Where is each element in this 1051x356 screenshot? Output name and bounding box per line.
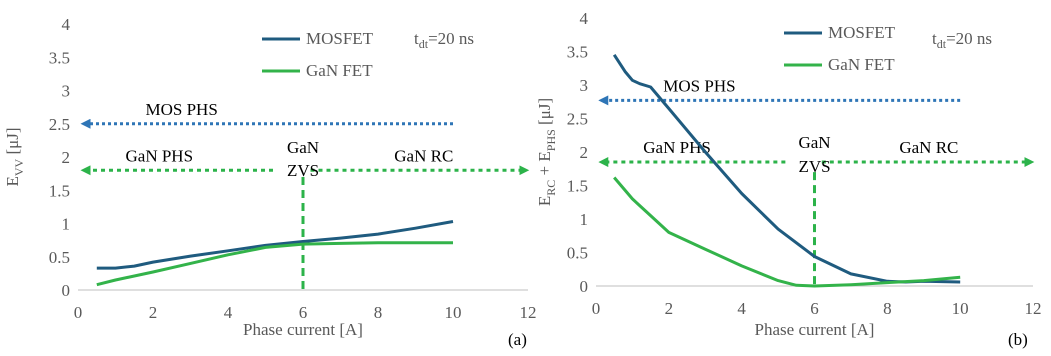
y-tick-label: 4 <box>62 15 71 34</box>
x-tick-label: 10 <box>445 303 462 322</box>
annotation-label: GaN RC <box>899 138 958 157</box>
condition-rest: =20 ns <box>946 29 992 48</box>
x-tick-label: 0 <box>592 299 601 318</box>
series-line-gan-fet <box>613 176 961 288</box>
annotation-label: GaN RC <box>394 146 453 165</box>
x-tick-label: 10 <box>952 299 969 318</box>
x-tick-label: 6 <box>810 299 819 318</box>
legend-label: GaN FET <box>306 61 373 80</box>
y-tick-label: 2 <box>62 148 71 167</box>
y-tick-label: 0 <box>580 277 589 296</box>
x-tick-label: 6 <box>299 303 308 322</box>
y-tick-label: 0.5 <box>567 244 588 263</box>
series-line-mosfet <box>96 220 454 270</box>
series-line-gan-fet <box>96 241 453 287</box>
y-tick-label: 3.5 <box>49 48 70 67</box>
condition-base: t <box>414 29 419 48</box>
x-tick-label: 12 <box>1025 299 1042 318</box>
y-tick-label: 1.5 <box>49 181 70 200</box>
zvs-label: GaN <box>798 133 830 152</box>
legend-label: MOSFET <box>828 23 896 42</box>
legend-label: GaN FET <box>828 55 895 74</box>
x-tick-label: 4 <box>737 299 746 318</box>
condition-label: tdt=20 ns <box>932 29 992 51</box>
y-axis-title-subscript: PHS <box>544 129 558 151</box>
y-axis-title-part: E <box>535 196 554 206</box>
y-tick-label: 2.5 <box>49 115 70 134</box>
y-axis-title-part: [μJ] <box>3 127 22 158</box>
y-tick-label: 3 <box>62 82 71 101</box>
y-axis-title-subscript: RC <box>544 180 558 196</box>
zvs-label: GaN <box>287 138 319 157</box>
condition-base: t <box>932 29 937 48</box>
annotation-label: MOS PHS <box>663 76 735 95</box>
y-axis-title: ERC + EPHS [μJ] <box>535 98 558 206</box>
panel-label: (a) <box>508 330 527 349</box>
condition-subscript: dt <box>419 37 429 51</box>
annotation-label: MOS PHS <box>146 100 218 119</box>
y-tick-label: 3.5 <box>567 43 588 62</box>
y-axis-title-subscript: VV <box>12 158 26 176</box>
x-tick-label: 12 <box>520 303 537 322</box>
condition-label: tdt=20 ns <box>414 29 474 51</box>
x-tick-label: 4 <box>224 303 233 322</box>
annotation-label: GaN PHS <box>643 138 711 157</box>
x-tick-label: 2 <box>149 303 158 322</box>
y-axis-title-part: [μJ] <box>535 98 554 129</box>
y-tick-label: 3 <box>580 76 589 95</box>
y-axis-title-part: E <box>3 176 22 186</box>
legend-label: MOSFET <box>306 29 374 48</box>
y-tick-label: 1 <box>580 210 589 229</box>
x-tick-label: 2 <box>665 299 674 318</box>
y-tick-label: 2 <box>580 143 589 162</box>
y-tick-label: 1 <box>62 215 71 234</box>
chart-panel-a: 0 0.5 1 1.5 2 2.5 3 3.5 4 0 2 4 6 8 10 12 Phase current … <box>3 15 537 349</box>
y-tick-label: 4 <box>580 9 589 28</box>
zvs-label: ZVS <box>287 161 319 180</box>
y-axis-title-part: + E <box>535 151 554 179</box>
x-tick-label: 0 <box>74 303 83 322</box>
condition-subscript: dt <box>937 37 947 51</box>
x-axis-title: Phase current [A] <box>755 320 875 339</box>
y-tick-label: 1.5 <box>567 177 588 196</box>
y-axis-title: EVV [μJ] <box>3 127 26 186</box>
y-tick-label: 2.5 <box>567 110 588 129</box>
x-axis-title: Phase current [A] <box>243 320 363 339</box>
y-tick-label: 0.5 <box>49 248 70 267</box>
panel-label: (b) <box>1008 330 1028 349</box>
chart-panel-b: 0 0.5 1 1.5 2 2.5 3 3.5 4 0 2 4 6 8 10 12 Phase current … <box>535 9 1042 349</box>
x-tick-label: 8 <box>374 303 383 322</box>
condition-rest: =20 ns <box>428 29 474 48</box>
annotation-label: GaN PHS <box>126 146 194 165</box>
y-tick-label: 0 <box>62 281 71 300</box>
zvs-label: ZVS <box>798 157 830 176</box>
x-tick-label: 8 <box>883 299 892 318</box>
